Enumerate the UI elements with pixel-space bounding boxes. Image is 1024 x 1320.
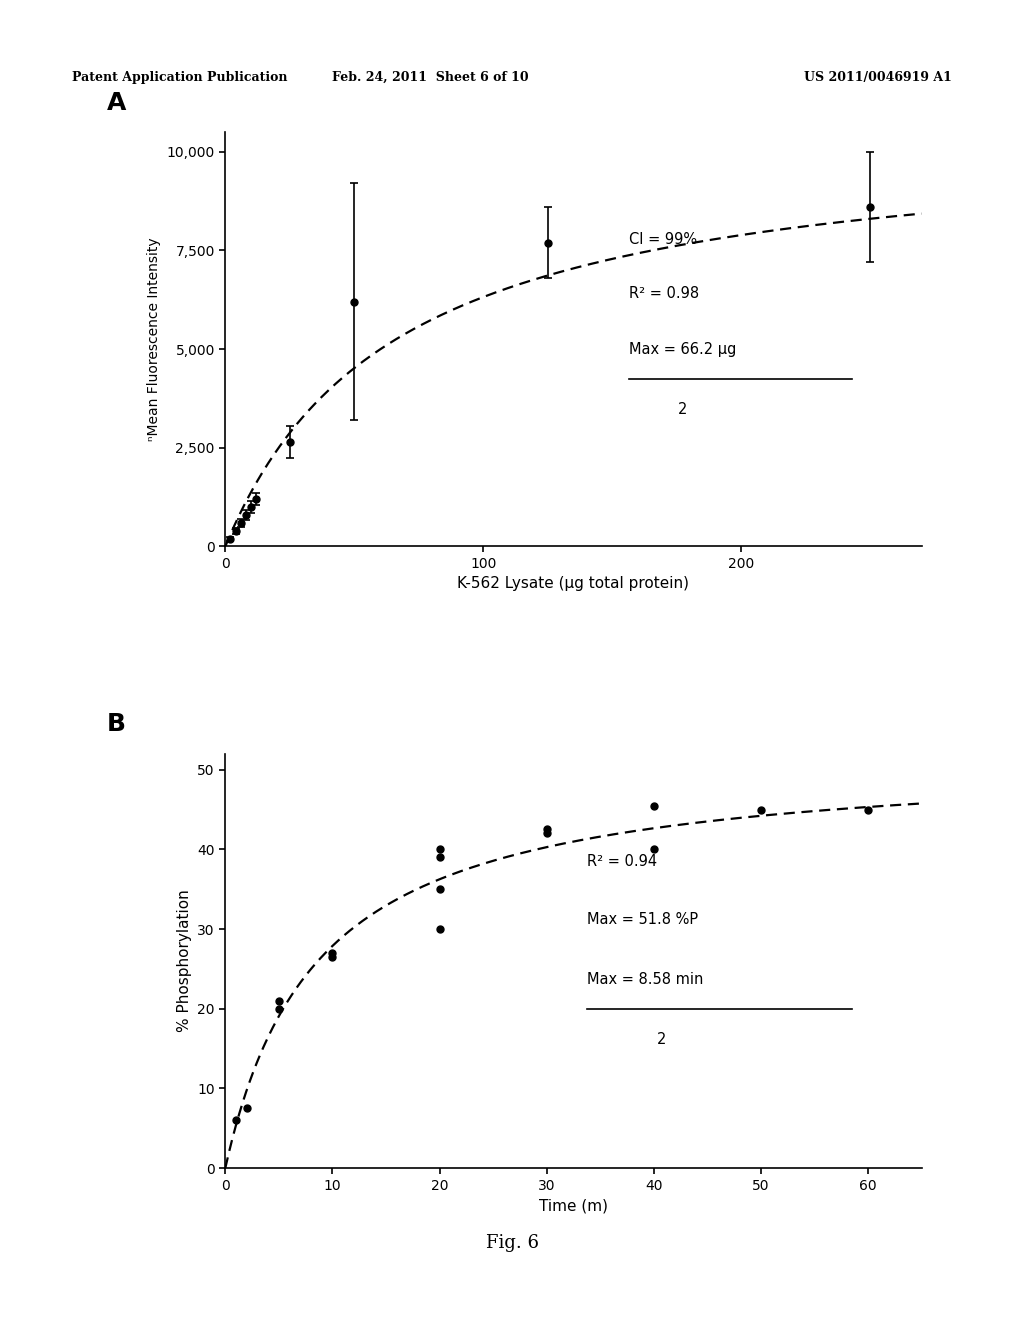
Text: CI = 99%: CI = 99% — [629, 232, 697, 247]
Text: Max = 8.58 min: Max = 8.58 min — [588, 972, 703, 987]
Text: Feb. 24, 2011  Sheet 6 of 10: Feb. 24, 2011 Sheet 6 of 10 — [332, 71, 528, 84]
Text: R² = 0.94: R² = 0.94 — [588, 854, 657, 869]
X-axis label: Time (m): Time (m) — [539, 1199, 608, 1213]
Text: 2: 2 — [657, 1032, 667, 1047]
Y-axis label: ⁿMean Fluorescence Intensity: ⁿMean Fluorescence Intensity — [147, 238, 161, 441]
Text: Fig. 6: Fig. 6 — [485, 1234, 539, 1253]
X-axis label: K-562 Lysate (μg total protein): K-562 Lysate (μg total protein) — [458, 577, 689, 591]
Text: Max = 66.2 μg: Max = 66.2 μg — [629, 342, 736, 358]
Text: US 2011/0046919 A1: US 2011/0046919 A1 — [805, 71, 952, 84]
Text: R² = 0.98: R² = 0.98 — [629, 286, 699, 301]
Text: B: B — [106, 713, 126, 737]
Text: 2: 2 — [678, 403, 687, 417]
Text: A: A — [106, 91, 126, 115]
Y-axis label: % Phosphorylation: % Phosphorylation — [177, 890, 191, 1032]
Text: Max = 51.8 %P: Max = 51.8 %P — [588, 912, 698, 927]
Text: Patent Application Publication: Patent Application Publication — [72, 71, 287, 84]
